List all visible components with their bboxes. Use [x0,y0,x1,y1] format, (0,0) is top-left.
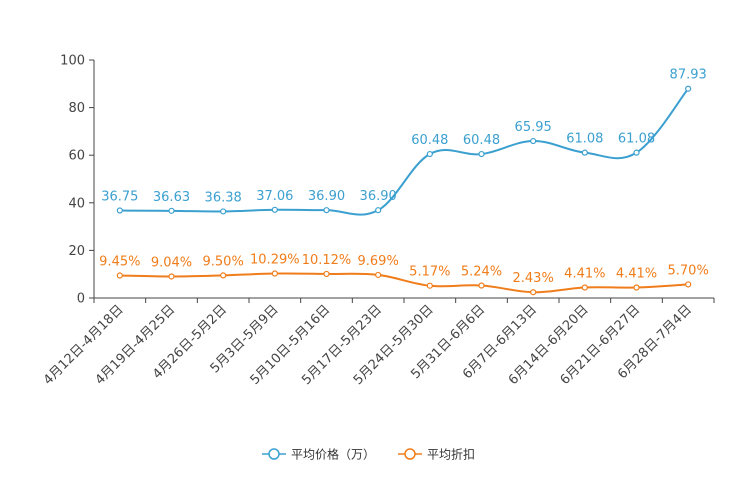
data-label: 36.38 [205,190,242,205]
data-point[interactable] [323,207,330,214]
data-label: 4.41% [564,267,605,282]
data-label: 5.24% [461,265,502,280]
data-point[interactable] [271,206,278,213]
data-point[interactable] [685,281,692,288]
y-tick-label: 80 [68,101,85,116]
y-tick-label: 20 [68,244,85,259]
legend-label: 平均折扣 [427,447,475,462]
data-point[interactable] [530,289,537,296]
data-label: 36.90 [308,189,345,204]
axes: 0204060801004月12日-4月18日4月19日-4月25日4月26日-… [41,54,715,388]
y-tick-label: 40 [68,196,85,211]
y-tick-label: 60 [68,149,85,164]
data-labels: 36.75 36.63 36.38 37.06 36.90 36.90 60.48 60.48… [99,68,709,286]
y-tick-label: 0 [77,292,85,307]
legend-marker-icon [268,448,280,460]
data-label: 4.41% [616,267,657,282]
data-label: 60.48 [463,133,500,148]
data-label: 65.95 [515,120,552,135]
data-point[interactable] [478,282,485,289]
data-label: 10.12% [302,253,352,268]
legend-marker-icon [404,448,416,460]
data-point[interactable] [426,150,433,158]
data-label: 36.63 [153,190,190,205]
data-label: 60.48 [411,133,448,148]
data-point[interactable] [633,284,640,291]
data-label: 36.75 [101,190,138,205]
data-label: 2.43% [513,271,554,286]
data-label: 10.29% [250,253,300,268]
data-label: 9.45% [99,255,140,270]
y-tick-label: 100 [60,54,85,69]
legend-item-0[interactable]: 平均价格（万） [262,447,375,462]
data-point[interactable] [530,137,537,145]
data-point[interactable] [685,85,692,92]
data-label: 5.17% [409,265,450,280]
data-point[interactable] [581,284,588,291]
data-label: 37.06 [256,189,293,204]
data-point[interactable] [168,207,175,214]
data-point[interactable] [116,207,123,214]
data-label: 36.90 [360,189,397,204]
data-point[interactable] [116,272,123,279]
data-label: 9.69% [358,254,399,269]
data-point[interactable] [220,272,227,279]
data-point[interactable] [220,208,227,215]
data-point[interactable] [168,273,175,280]
data-label: 61.08 [618,132,655,147]
data-label: 9.50% [203,254,244,269]
legend-item-1[interactable]: 平均折扣 [398,447,475,462]
data-point[interactable] [633,149,640,156]
data-point[interactable] [426,282,433,289]
data-point[interactable] [323,270,330,278]
data-point[interactable] [375,271,382,279]
legend-label: 平均价格（万） [291,447,375,462]
data-point[interactable] [271,270,278,277]
series-line-1 [119,272,689,294]
data-point[interactable] [478,150,485,158]
data-label: 87.93 [670,68,707,83]
data-label: 61.08 [566,132,603,147]
data-label: 9.04% [151,255,192,270]
legend[interactable]: 平均价格（万） 平均折扣 [262,447,475,462]
data-label: 5.70% [668,263,709,278]
data-point[interactable] [581,149,588,156]
data-point[interactable] [375,207,382,214]
series-lines [116,85,692,296]
